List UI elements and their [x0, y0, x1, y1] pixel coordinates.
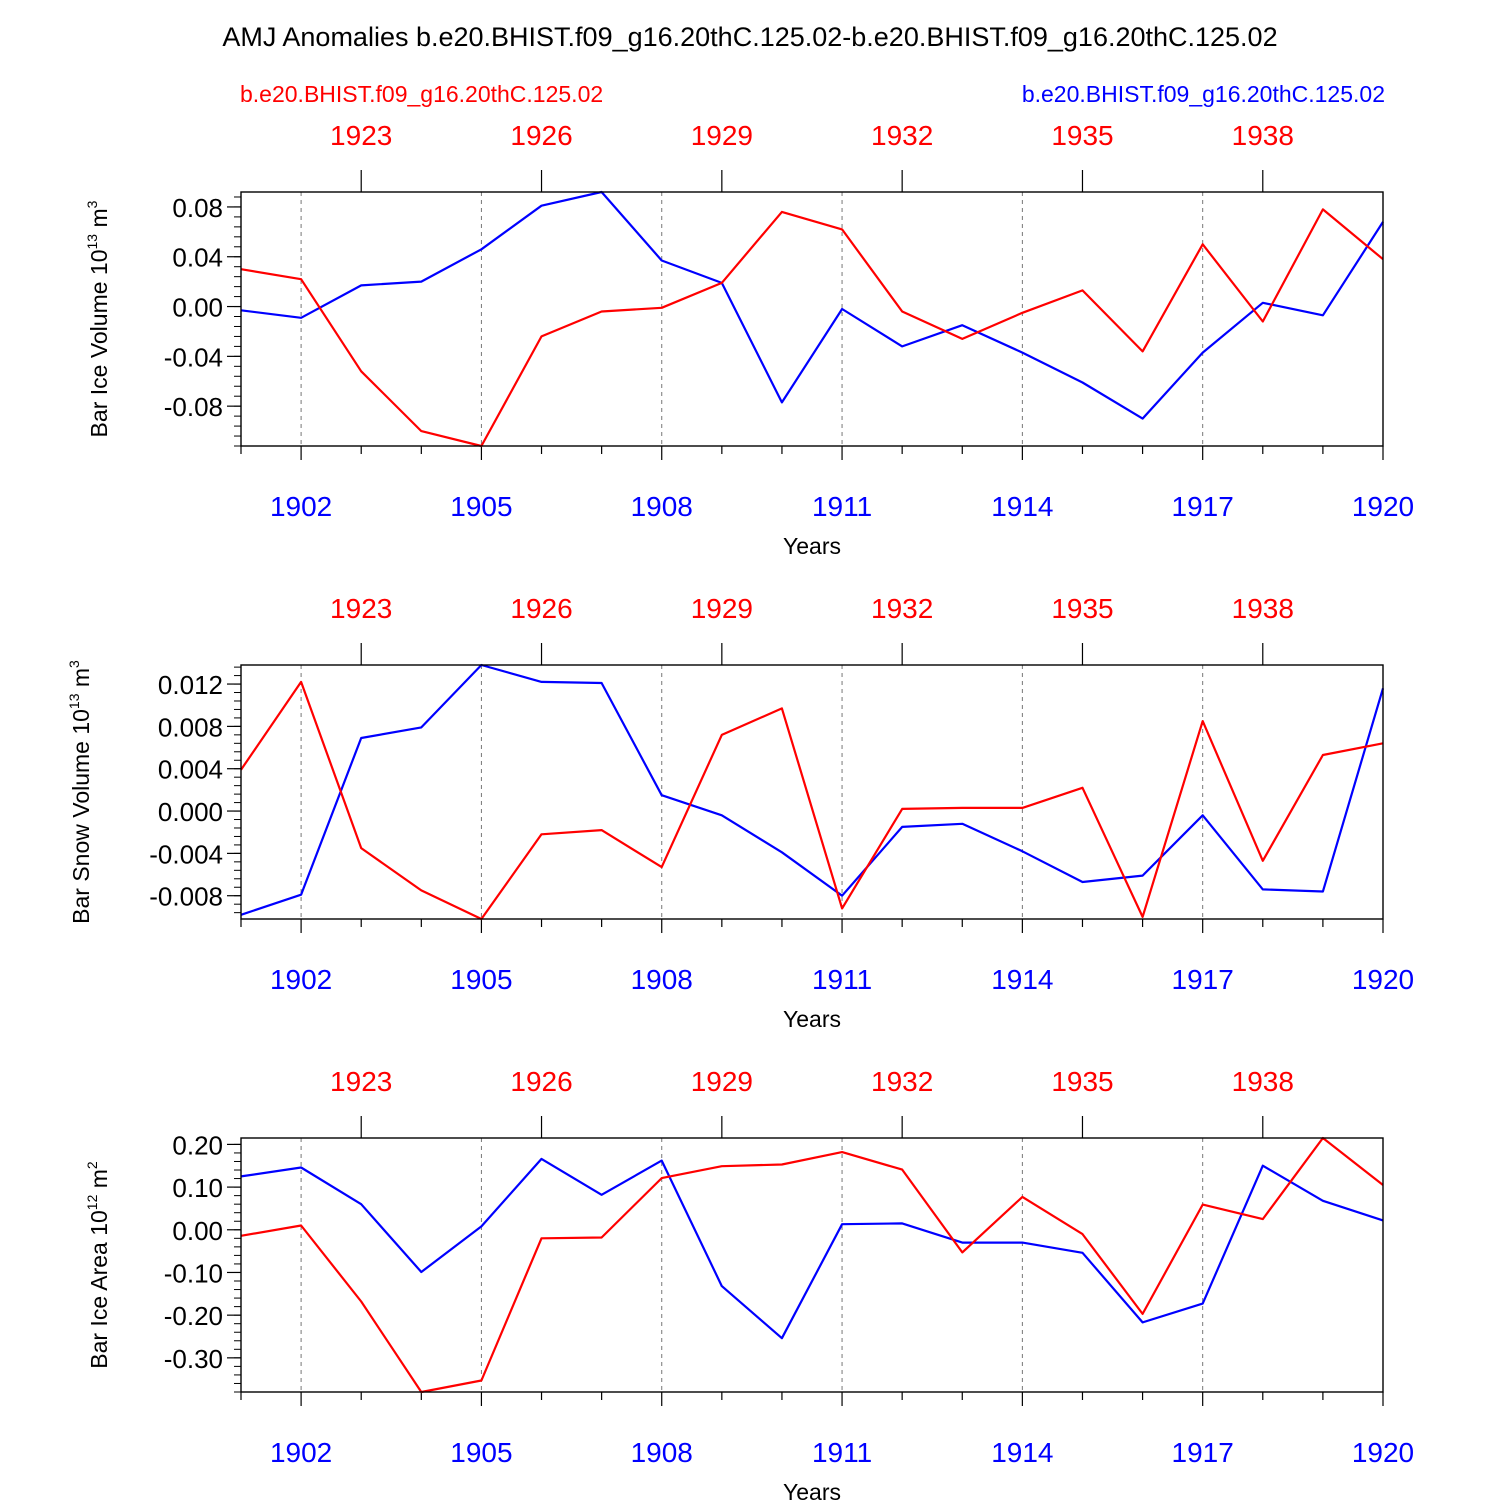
y-tick-label: -0.20	[164, 1301, 223, 1331]
y-axis-label-unit-exponent: 3	[84, 200, 100, 208]
x-tick-label: 1905	[450, 491, 512, 522]
top-tick-label: 1926	[510, 1066, 572, 1097]
series-line-red	[240, 680, 1384, 921]
top-tick-label: 1923	[330, 593, 392, 624]
plot-frame	[240, 1137, 1384, 1393]
x-tick-label: 1911	[812, 1437, 872, 1468]
y-axis-label-main: Bar Snow Volume 10	[68, 709, 94, 924]
y-axis-label-main: Bar Ice Area 10	[86, 1210, 112, 1369]
top-tick-label: 1938	[1232, 1066, 1294, 1097]
y-axis-label: Bar Ice Volume 1013 m3	[84, 200, 112, 437]
x-tick-label: 1914	[991, 491, 1053, 522]
x-tick-label: 1920	[1352, 964, 1414, 995]
y-tick-label: -0.08	[164, 392, 223, 422]
y-tick-label: 0.008	[158, 712, 223, 742]
top-tick-label: 1935	[1051, 593, 1113, 624]
top-tick-label: 1932	[871, 593, 933, 624]
plot-frame	[240, 664, 1384, 920]
x-tick-label: 1911	[812, 964, 872, 995]
top-tick-label: 1926	[510, 593, 572, 624]
x-tick-label: 1908	[631, 1437, 693, 1468]
y-tick-label: 0.004	[158, 755, 223, 785]
x-tick-label: 1914	[991, 1437, 1053, 1468]
y-tick-label: 0.00	[172, 1216, 223, 1246]
x-axis-label: Years	[783, 1479, 841, 1500]
y-tick-label: 0.000	[158, 797, 223, 827]
x-axis-label: Years	[783, 1006, 841, 1032]
y-tick-label: 0.08	[172, 193, 223, 223]
x-tick-label: 1917	[1172, 491, 1234, 522]
y-axis-label-exponent: 13	[66, 693, 82, 709]
x-tick-label: 1902	[270, 964, 332, 995]
top-tick-label: 1929	[691, 120, 753, 151]
top-tick-label: 1938	[1232, 593, 1294, 624]
y-tick-label: 0.20	[172, 1130, 223, 1160]
y-tick-label: -0.30	[164, 1344, 223, 1374]
chart-panel-1: 1902 1905 1908 1911 1914 1917 1920 Years 1923 192…	[84, 120, 1414, 559]
top-tick-label: 1926	[510, 120, 572, 151]
series-line-blue	[240, 190, 1384, 420]
top-tick-label: 1923	[330, 120, 392, 151]
y-axis-label-unit-exponent: 3	[66, 660, 82, 668]
legend-right-label: b.e20.BHIST.f09_g16.20thC.125.02	[1022, 81, 1385, 107]
y-tick-label: 0.012	[158, 670, 223, 700]
x-tick-label: 1902	[270, 491, 332, 522]
x-tick-label: 1920	[1352, 1437, 1414, 1468]
x-tick-label: 1911	[812, 491, 872, 522]
y-axis-label-unit-exponent: 2	[84, 1161, 100, 1169]
x-tick-label: 1908	[631, 491, 693, 522]
y-tick-label: -0.04	[164, 342, 223, 372]
series-line-blue	[240, 663, 1385, 916]
y-axis-label: Bar Ice Area 1012 m2	[84, 1161, 112, 1369]
top-tick-label: 1935	[1051, 1066, 1113, 1097]
y-tick-label: -0.008	[149, 882, 223, 912]
x-tick-label: 1914	[991, 964, 1053, 995]
y-tick-label: 0.10	[172, 1173, 223, 1203]
y-axis-label-exponent: 13	[84, 234, 100, 250]
y-axis-label-unit: m	[86, 1169, 112, 1195]
x-tick-label: 1917	[1172, 1437, 1234, 1468]
top-tick-label: 1929	[691, 593, 753, 624]
y-tick-label: -0.004	[149, 839, 223, 869]
plot-frame	[240, 191, 1384, 447]
chart-title: AMJ Anomalies b.e20.BHIST.f09_g16.20thC.…	[222, 22, 1277, 52]
y-axis-label-unit: m	[68, 668, 94, 694]
legend-left-label: b.e20.BHIST.f09_g16.20thC.125.02	[240, 81, 603, 107]
series-line-red	[240, 1136, 1384, 1394]
series-line-red	[240, 208, 1384, 448]
top-tick-label: 1923	[330, 1066, 392, 1097]
chart-panel-3: 1902 1905 1908 1911 1914 1917 1920 Years 1923 192…	[84, 1066, 1414, 1500]
top-tick-label: 1929	[691, 1066, 753, 1097]
chart-panel-2: 1902 1905 1908 1911 1914 1917 1920 Years 1923 192…	[66, 593, 1414, 1032]
y-tick-label: -0.10	[164, 1258, 223, 1288]
chart-panels: 1902 1905 1908 1911 1914 1917 1920 Years 1923 192…	[66, 120, 1414, 1500]
x-tick-label: 1917	[1172, 964, 1234, 995]
x-tick-label: 1908	[631, 964, 693, 995]
x-tick-label: 1905	[450, 964, 512, 995]
y-axis-label-unit: m	[86, 208, 112, 234]
top-tick-label: 1932	[871, 1066, 933, 1097]
y-tick-label: 0.04	[172, 243, 223, 273]
y-axis-label-exponent: 12	[84, 1194, 100, 1210]
top-tick-label: 1932	[871, 120, 933, 151]
top-tick-label: 1935	[1051, 120, 1113, 151]
y-axis-label: Bar Snow Volume 1013 m3	[66, 660, 94, 924]
x-tick-label: 1902	[270, 1437, 332, 1468]
series-line-blue	[240, 1157, 1384, 1340]
top-tick-label: 1938	[1232, 120, 1294, 151]
y-axis-label-main: Bar Ice Volume 10	[86, 249, 112, 437]
x-tick-label: 1920	[1352, 491, 1414, 522]
x-tick-label: 1905	[450, 1437, 512, 1468]
x-axis-label: Years	[783, 533, 841, 559]
y-tick-label: 0.00	[172, 293, 223, 323]
